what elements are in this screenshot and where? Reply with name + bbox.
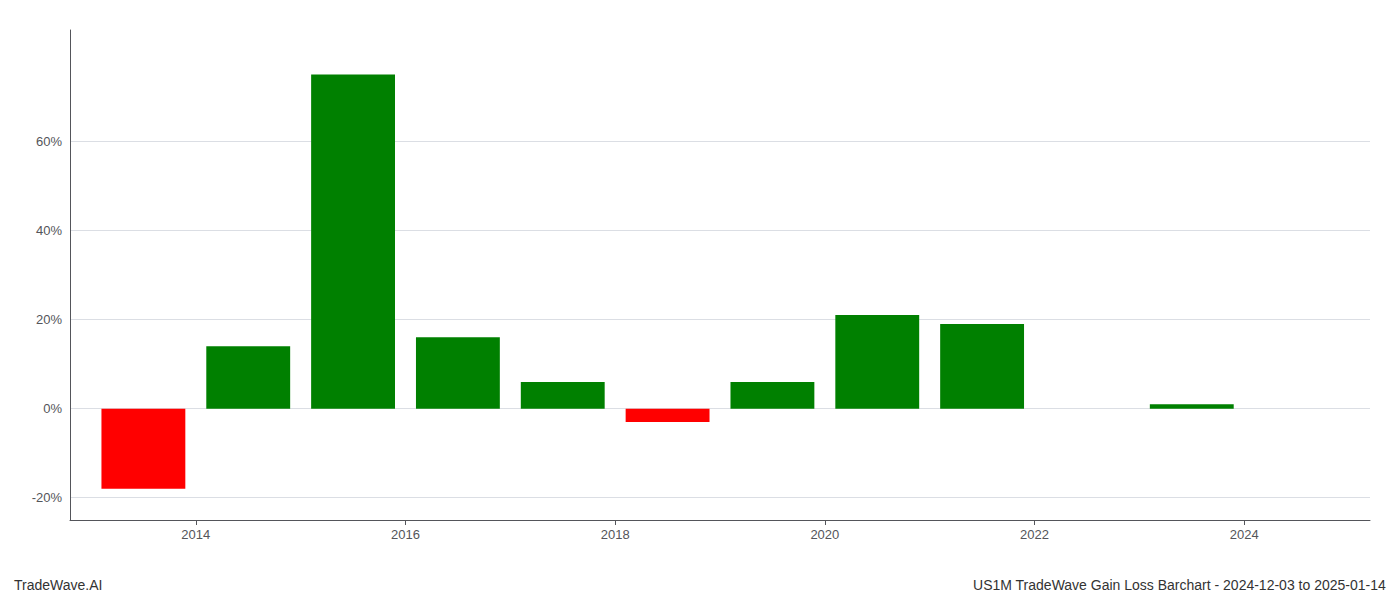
- svg-text:60%: 60%: [36, 134, 62, 149]
- svg-text:US1M TradeWave Gain Loss Barch: US1M TradeWave Gain Loss Barchart - 2024…: [973, 577, 1386, 593]
- svg-text:0%: 0%: [43, 401, 62, 416]
- svg-text:-20%: -20%: [32, 490, 63, 505]
- svg-text:20%: 20%: [36, 312, 62, 327]
- svg-text:2016: 2016: [391, 527, 420, 542]
- svg-text:TradeWave.AI: TradeWave.AI: [14, 577, 102, 593]
- svg-text:2014: 2014: [181, 527, 210, 542]
- svg-text:2022: 2022: [1020, 527, 1049, 542]
- svg-text:2024: 2024: [1230, 527, 1259, 542]
- svg-text:2018: 2018: [601, 527, 630, 542]
- svg-text:40%: 40%: [36, 223, 62, 238]
- svg-text:2020: 2020: [810, 527, 839, 542]
